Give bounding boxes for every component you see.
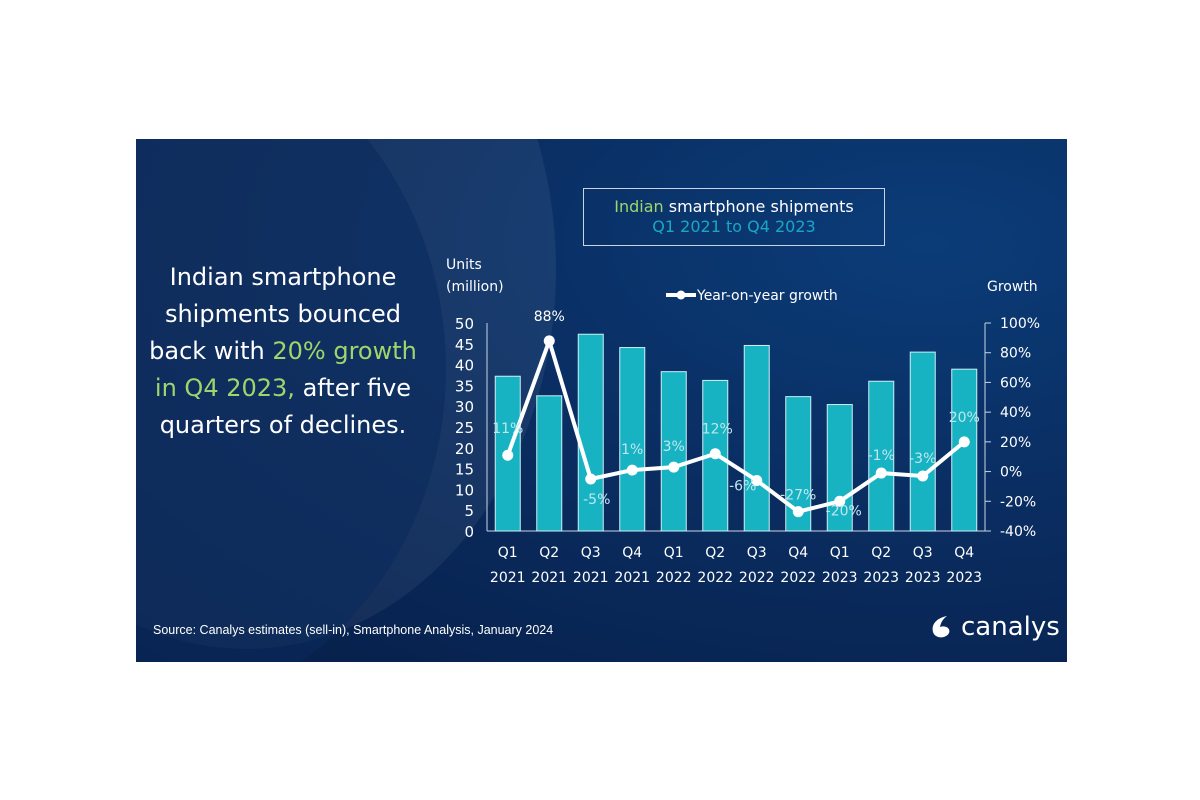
x-tick-label: Q2: [539, 545, 559, 561]
x-tick-label: Q1: [664, 545, 684, 561]
x-tick-label: Q4: [622, 545, 642, 561]
chart-title: smartphone shipments: [663, 197, 854, 216]
bar: [577, 333, 604, 532]
bar: [826, 404, 853, 532]
growth-point: [834, 495, 846, 507]
bar: [619, 347, 646, 532]
canalys-logo-icon: [932, 616, 950, 638]
growth-point: [585, 473, 597, 485]
x-tick-label: Q1: [498, 545, 518, 561]
chart-title-box: Indian smartphone shipments Q1 2021 to Q…: [583, 188, 885, 246]
chart-title-highlight: Indian: [614, 197, 664, 216]
growth-data-label: 3%: [663, 439, 685, 455]
growth-data-label: -6%: [729, 478, 756, 494]
left-tick-label: 45: [455, 336, 474, 354]
growth-point: [543, 335, 555, 347]
left-tick-label: 0: [464, 523, 474, 541]
left-tick-label: 40: [455, 357, 474, 375]
right-tick-label: 20%: [1000, 435, 1031, 451]
chart-subtitle: Q1 2021 to Q4 2023: [652, 217, 816, 236]
growth-point: [668, 461, 680, 473]
left-tick-label: 5: [464, 502, 474, 520]
growth-point: [709, 448, 721, 460]
growth-point: [502, 449, 514, 461]
right-tick-label: 100%: [1000, 316, 1040, 332]
x-tick-label: 2021: [573, 570, 609, 586]
growth-data-label: -27%: [780, 488, 816, 504]
x-tick-label: 2022: [697, 570, 733, 586]
legend-marker: [676, 290, 686, 300]
growth-point: [958, 436, 970, 448]
right-tick-label: 80%: [1000, 346, 1031, 362]
x-tick-label: 2023: [946, 570, 982, 586]
left-axis-label: Units: [446, 257, 482, 273]
growth-point: [751, 474, 763, 486]
growth-point: [917, 470, 929, 482]
headline: Indian smartphone shipments bounced back…: [148, 259, 418, 444]
canalys-logo: canalys: [929, 612, 1060, 642]
growth-data-label: -5%: [583, 492, 610, 508]
x-tick-label: 2023: [822, 570, 858, 586]
left-tick-label: 20: [455, 440, 474, 458]
headline-text-end: after five quarters of declines.: [159, 374, 412, 439]
growth-data-label: 1%: [621, 442, 643, 458]
right-axis-label: Growth: [987, 279, 1038, 295]
left-tick-label: 50: [455, 315, 474, 333]
x-tick-label: 2021: [614, 570, 650, 586]
x-tick-label: Q1: [830, 545, 850, 561]
x-tick-label: 2023: [905, 570, 941, 586]
growth-line: [505, 338, 966, 514]
bar: [909, 351, 936, 532]
right-tick-label: 0%: [1000, 465, 1022, 481]
bar: [743, 344, 770, 532]
growth-point: [626, 464, 638, 476]
growth-data-label: 88%: [534, 309, 565, 325]
x-tick-label: Q3: [913, 545, 933, 561]
growth-data-label: -20%: [826, 503, 862, 519]
x-tick-label: 2022: [780, 570, 816, 586]
growth-point: [875, 467, 887, 479]
growth-data-label: -3%: [909, 451, 936, 467]
x-tick-label: 2021: [490, 570, 526, 586]
legend-label: Year-on-year growth: [696, 288, 838, 304]
left-tick-label: 15: [455, 461, 474, 479]
bar: [536, 395, 563, 532]
x-tick-label: Q2: [871, 545, 891, 561]
headline-highlight: 20% growth in Q4 2023,: [154, 337, 417, 402]
growth-point: [792, 506, 804, 518]
bar: [868, 380, 895, 532]
x-tick-label: Q2: [705, 545, 725, 561]
x-tick-label: Q3: [747, 545, 767, 561]
x-tick-label: Q3: [581, 545, 601, 561]
x-tick-label: 2023: [863, 570, 899, 586]
left-tick-label: 30: [455, 398, 474, 416]
growth-data-label: -1%: [868, 448, 895, 464]
growth-data-label: 20%: [949, 410, 980, 426]
x-tick-label: 2022: [739, 570, 775, 586]
x-tick-label: Q4: [954, 545, 974, 561]
right-tick-label: -40%: [1000, 524, 1036, 540]
left-tick-label: 25: [455, 419, 474, 437]
left-axis-label: (million): [446, 279, 504, 295]
x-tick-label: 2022: [656, 570, 692, 586]
right-tick-label: 60%: [1000, 375, 1031, 391]
logo-text: canalys: [961, 612, 1060, 642]
source-note: Source: Canalys estimates (sell-in), Sma…: [153, 623, 554, 637]
right-tick-label: 40%: [1000, 405, 1031, 421]
headline-text: Indian smartphone shipments bounced back…: [149, 263, 402, 365]
growth-data-label: 11%: [492, 421, 523, 437]
bar: [660, 371, 687, 532]
left-tick-label: 10: [455, 481, 474, 499]
x-tick-label: 2021: [531, 570, 567, 586]
x-tick-label: Q4: [788, 545, 808, 561]
left-tick-label: 35: [455, 377, 474, 395]
growth-data-label: 12%: [702, 422, 733, 438]
right-tick-label: -20%: [1000, 494, 1036, 510]
